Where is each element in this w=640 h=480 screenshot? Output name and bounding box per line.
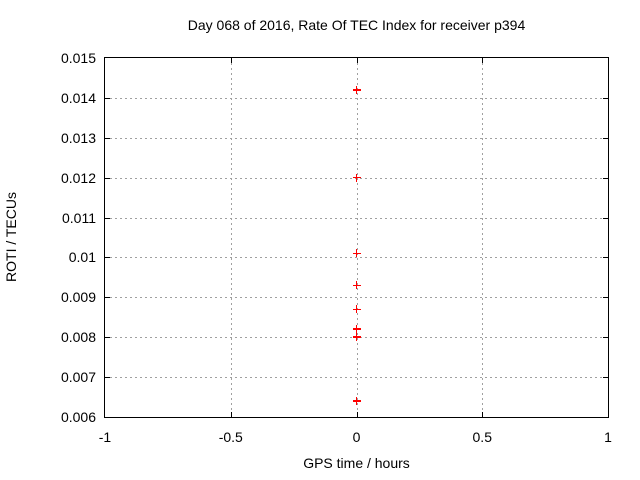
y-tick-label: 0.014 xyxy=(60,89,96,106)
x-axis-title: GPS time / hours xyxy=(303,455,410,471)
data-point-marker xyxy=(352,333,361,342)
y-tick-mark-right xyxy=(603,97,608,99)
x-tick-label: 0.5 xyxy=(472,429,492,445)
x-tick-label: 0 xyxy=(352,429,361,445)
y-tick-mark-left xyxy=(105,137,110,139)
data-point-marker xyxy=(352,281,361,290)
y-tick-mark-right xyxy=(603,217,608,219)
data-point-marker xyxy=(352,85,361,94)
y-tick-mark-right xyxy=(603,177,608,179)
y-tick-mark-right xyxy=(603,337,608,339)
x-tick-mark-top xyxy=(230,58,232,63)
plot-area xyxy=(104,57,609,418)
y-tick-mark-left xyxy=(105,177,110,179)
x-tick-mark-bottom xyxy=(482,412,484,417)
y-tick-label: 0.01 xyxy=(68,249,96,266)
data-point-marker xyxy=(352,325,361,334)
y-tick-mark-right xyxy=(603,297,608,299)
x-tick-mark-bottom xyxy=(230,412,232,417)
x-tick-mark-top xyxy=(356,58,358,63)
y-tick-label: 0.006 xyxy=(60,409,96,425)
y-tick-mark-right xyxy=(603,137,608,139)
data-point-marker xyxy=(352,249,361,258)
data-point-marker xyxy=(352,173,361,182)
x-tick-mark-bottom xyxy=(356,412,358,417)
y-tick-mark-right xyxy=(603,377,608,379)
y-tick-label: 0.013 xyxy=(60,129,96,146)
y-tick-mark-right xyxy=(603,257,608,259)
y-tick-mark-left xyxy=(105,377,110,379)
data-point-marker xyxy=(352,305,361,314)
data-point-marker xyxy=(352,397,361,406)
y-tick-label: 0.008 xyxy=(60,329,96,346)
y-tick-mark-left xyxy=(105,217,110,219)
y-tick-mark-left xyxy=(105,337,110,339)
vertical-gridline xyxy=(356,58,358,417)
y-tick-label: 0.012 xyxy=(60,169,96,186)
vertical-gridline xyxy=(482,58,484,417)
x-tick-label: -1 xyxy=(98,429,112,445)
y-axis-title: ROTI / TECUs xyxy=(3,192,19,282)
y-tick-mark-left xyxy=(105,257,110,259)
x-tick-label: 1 xyxy=(604,429,612,445)
x-tick-label: -0.5 xyxy=(218,429,243,445)
y-tick-mark-left xyxy=(105,97,110,99)
vertical-gridline xyxy=(230,58,232,417)
y-tick-label: 0.009 xyxy=(60,289,96,306)
x-tick-mark-top xyxy=(482,58,484,63)
y-tick-label: 0.015 xyxy=(60,50,96,66)
chart-title: Day 068 of 2016, Rate Of TEC Index for r… xyxy=(187,17,526,33)
y-tick-label: 0.011 xyxy=(62,209,96,226)
y-tick-mark-left xyxy=(105,297,110,299)
y-tick-label: 0.007 xyxy=(60,369,96,386)
